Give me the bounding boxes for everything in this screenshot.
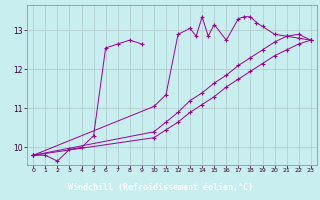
Text: Windchill (Refroidissement éolien,°C): Windchill (Refroidissement éolien,°C) — [68, 183, 252, 192]
